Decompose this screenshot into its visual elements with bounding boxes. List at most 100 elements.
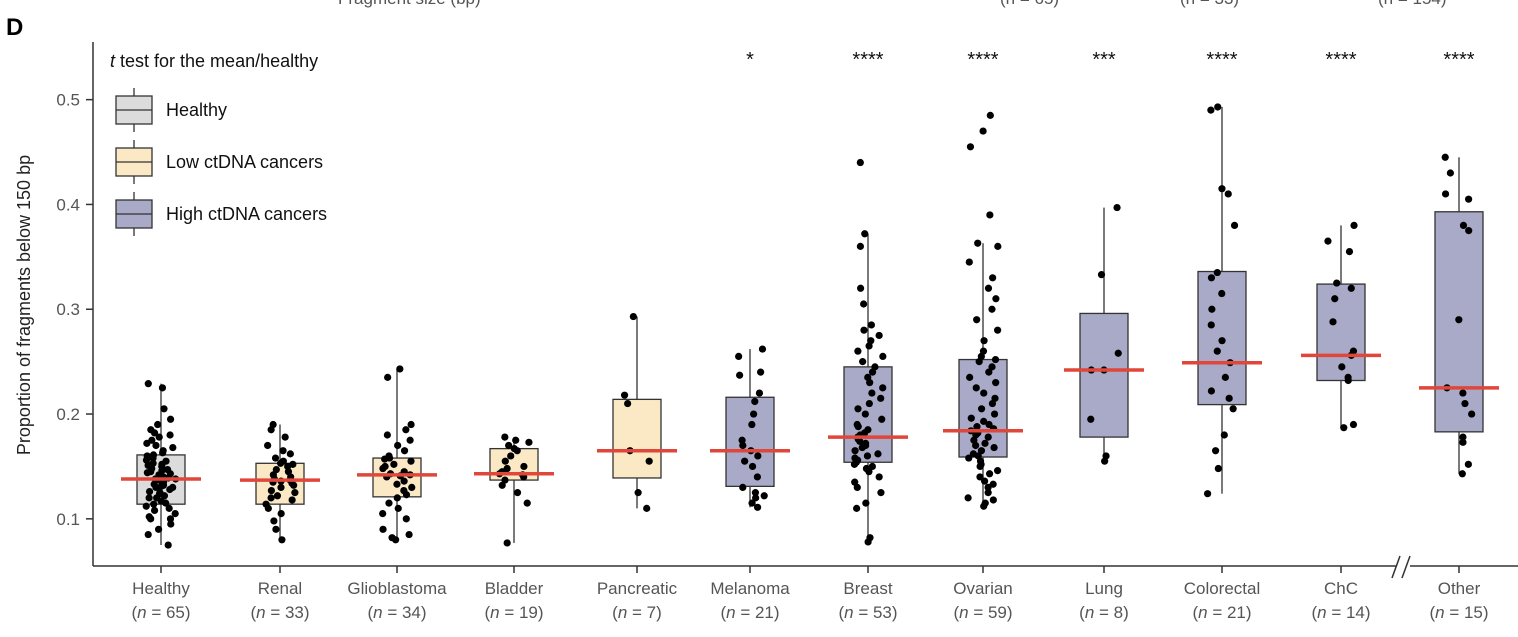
legend-item-2: High ctDNA cancers	[115, 192, 327, 236]
data-point	[1214, 464, 1222, 473]
n-letter: n	[1435, 603, 1444, 622]
axis-break-mark	[1391, 555, 1411, 579]
n-value: = 19)	[500, 603, 544, 622]
box-group-glioblastoma	[357, 365, 437, 573]
y-tick-label: 0.2	[56, 405, 80, 424]
box-group-bladder	[474, 433, 554, 573]
category-label: Breast	[843, 579, 892, 598]
data-point	[989, 496, 997, 504]
data-point	[158, 384, 167, 392]
category-label: ChC	[1324, 579, 1358, 598]
data-point	[967, 414, 975, 422]
data-point	[1338, 363, 1346, 371]
data-point	[853, 504, 861, 512]
significance-stars: ****	[1325, 49, 1356, 71]
data-point	[1465, 195, 1473, 203]
data-point	[753, 473, 761, 481]
data-point	[381, 462, 389, 471]
data-point	[501, 433, 509, 441]
data-point	[643, 504, 651, 512]
data-point	[972, 384, 980, 392]
data-point	[986, 111, 994, 119]
category-label: Pancreatic	[597, 579, 678, 598]
data-point	[159, 447, 167, 455]
legend-label: High ctDNA cancers	[166, 204, 327, 224]
n-letter: n	[137, 603, 146, 622]
legend-items: Healthy Low ctDNA cancers High ctDNA cance…	[115, 88, 327, 236]
legend-item-1: Low ctDNA cancers	[115, 140, 323, 184]
n-value: = 15)	[1445, 603, 1489, 622]
data-point	[976, 473, 984, 481]
significance-stars: ****	[1206, 49, 1237, 71]
data-point	[1349, 420, 1358, 429]
data-point	[396, 365, 404, 373]
data-point	[144, 530, 152, 539]
legend-label: Healthy	[166, 100, 227, 120]
cropped-n-label: (n = 65)	[1000, 0, 1059, 8]
data-point	[272, 525, 280, 533]
data-point	[750, 410, 758, 418]
data-point	[1221, 373, 1229, 381]
data-point	[994, 326, 1002, 334]
data-point	[379, 525, 387, 533]
data-point	[501, 476, 509, 484]
sample-size-label: (n = 59)	[953, 603, 1012, 622]
cropped-n-label: (n = 154)	[1378, 0, 1447, 8]
data-point	[164, 541, 172, 549]
data-point	[757, 368, 765, 376]
data-point	[1208, 305, 1216, 313]
data-point	[272, 465, 280, 474]
data-point	[1224, 190, 1232, 198]
data-point	[407, 457, 415, 465]
data-point	[988, 305, 996, 313]
data-point	[624, 399, 632, 408]
data-point	[1464, 460, 1472, 468]
data-point	[974, 239, 982, 247]
data-point	[748, 499, 756, 507]
y-tick-label: 0.3	[56, 300, 80, 319]
y-tick-label: 0.4	[56, 195, 80, 214]
data-point	[148, 436, 156, 444]
data-point	[1207, 274, 1216, 282]
data-point	[990, 443, 998, 452]
box-group-chc	[1301, 221, 1381, 573]
data-point	[739, 441, 747, 450]
n-letter: n	[726, 603, 735, 622]
n-open: (	[250, 603, 256, 622]
data-point	[985, 470, 994, 478]
box-group-melanoma	[710, 345, 790, 573]
n-open: (	[1429, 603, 1435, 622]
data-point	[966, 143, 975, 151]
data-point	[264, 441, 272, 450]
n-value: = 65)	[147, 603, 191, 622]
data-point	[270, 517, 278, 525]
y-ticks: 0.1 0.2 0.3 0.4 0.5	[56, 91, 93, 529]
data-point	[984, 433, 992, 441]
category-label: Glioblastoma	[347, 579, 447, 598]
data-point	[505, 441, 513, 450]
data-point	[143, 452, 151, 460]
data-point	[501, 457, 509, 465]
data-point	[150, 500, 158, 508]
data-point	[402, 426, 410, 434]
data-point	[510, 445, 518, 453]
data-point	[1211, 447, 1220, 455]
data-point	[994, 242, 1002, 250]
data-point	[281, 433, 289, 441]
significance-stars: ****	[967, 49, 998, 71]
category-label: Lung	[1085, 579, 1123, 598]
data-point	[405, 530, 413, 539]
data-point	[503, 539, 511, 547]
data-point	[277, 483, 285, 491]
data-point	[1113, 203, 1121, 212]
data-point	[1213, 347, 1221, 355]
data-point	[166, 515, 175, 523]
data-point	[400, 486, 408, 495]
data-point	[278, 536, 286, 544]
data-point	[751, 489, 760, 497]
data-point	[150, 506, 159, 515]
data-point	[969, 450, 977, 458]
sample-size-label: (n = 15)	[1429, 603, 1488, 622]
sample-size-label: (n = 21)	[720, 603, 779, 622]
